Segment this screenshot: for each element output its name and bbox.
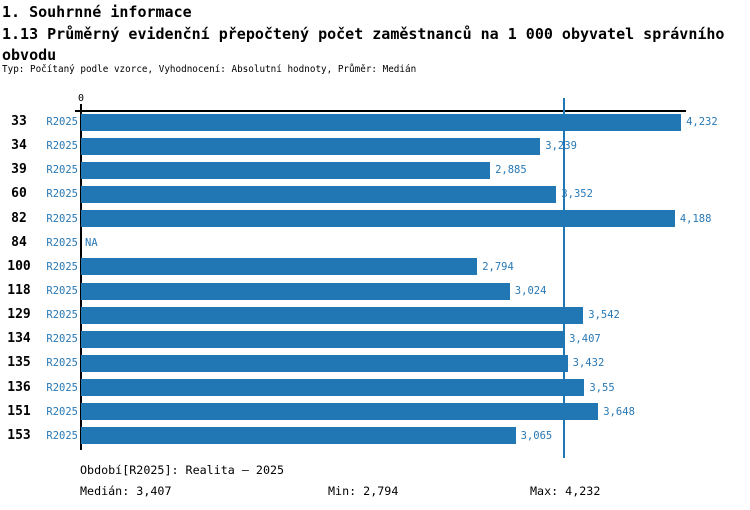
bar-value-label: 4,232 <box>686 116 718 128</box>
chart-row: 34 R2025 3,239 <box>0 134 750 158</box>
row-series-label: R2025 <box>46 309 78 322</box>
period-label: Období[R2025]: Realita – 2025 <box>80 463 285 477</box>
bar-value-label: 3,432 <box>572 357 605 370</box>
bar <box>81 306 584 324</box>
min-stat-label: Min: 2,794 <box>328 484 399 498</box>
chart-row: 134 R2025 3,407 <box>0 327 750 351</box>
bar <box>81 330 565 348</box>
median-stat-label: Medián: 3,407 <box>80 484 172 498</box>
row-series-label: R2025 <box>46 405 78 418</box>
row-category-label: 39 <box>11 162 27 178</box>
row-series-label: R2025 <box>46 429 78 442</box>
bar-value-label: 3,239 <box>545 140 577 153</box>
max-stat-label: Max: 4,232 <box>530 484 601 498</box>
section-title: 1. Souhrnné informace <box>2 3 192 21</box>
row-series-label: R2025 <box>46 140 78 153</box>
bar <box>81 379 585 397</box>
chart-row: 129 R2025 3,542 <box>0 303 750 327</box>
bar <box>81 282 510 300</box>
bar <box>81 161 491 179</box>
bar <box>81 210 675 228</box>
row-category-label: 134 <box>7 331 31 347</box>
bar-value-label: 3,542 <box>588 309 620 322</box>
row-category-label: 60 <box>11 186 27 202</box>
bar-value-label: 3,352 <box>561 188 593 201</box>
row-series-label: R2025 <box>46 285 78 297</box>
median-reference-line <box>563 98 566 458</box>
row-series-label: R2025 <box>46 260 78 273</box>
row-series-label: R2025 <box>46 116 78 128</box>
row-category-label: 82 <box>11 210 27 226</box>
axis-zero-tick-label: 0 <box>77 93 85 104</box>
row-series-label: R2025 <box>46 188 78 201</box>
bar <box>81 403 599 421</box>
bar-value-label: 3,407 <box>569 333 601 346</box>
chart-row: 82 R2025 4,188 <box>0 207 750 231</box>
row-category-label: 135 <box>7 355 31 371</box>
row-series-label: R2025 <box>46 212 78 225</box>
row-category-label: 153 <box>7 427 31 443</box>
chart-row: 153 R2025 3,065 <box>0 424 750 448</box>
bar <box>81 258 478 276</box>
row-category-label: 118 <box>7 283 31 298</box>
row-category-label: 151 <box>7 403 31 419</box>
row-na-label: NA <box>85 236 98 249</box>
chart-row: 135 R2025 3,432 <box>0 351 750 375</box>
bar <box>81 427 516 445</box>
bar-value-label: 3,065 <box>520 429 553 442</box>
chart-rows: 33 R2025 4,232 34 R2025 3,239 39 R2025 2,885 60 R2… <box>0 110 750 448</box>
row-series-label: R2025 <box>46 357 78 370</box>
row-category-label: 33 <box>11 114 27 129</box>
row-series-label: R2025 <box>46 164 78 177</box>
chart-row: 60 R2025 3,352 <box>0 182 750 206</box>
row-series-label: R2025 <box>46 236 78 249</box>
chart-row: 33 R2025 4,232 <box>0 110 750 134</box>
row-category-label: 129 <box>7 307 31 323</box>
chart-row: 39 R2025 2,885 <box>0 158 750 182</box>
x-axis-line <box>75 110 686 112</box>
row-category-label: 136 <box>7 379 31 395</box>
chart-row: 84 R2025 NA <box>0 231 750 255</box>
chart-row: 151 R2025 3,648 <box>0 400 750 424</box>
row-category-label: 34 <box>11 138 27 154</box>
bar <box>81 185 557 203</box>
bar <box>81 354 568 372</box>
bar-value-label: 2,794 <box>482 260 514 273</box>
row-series-label: R2025 <box>46 333 78 346</box>
indicator-title: 1.13 Průměrný evidenční přepočtený počet… <box>2 25 725 64</box>
chart-row: 100 R2025 2,794 <box>0 255 750 279</box>
chart-row: 136 R2025 3,55 <box>0 376 750 400</box>
bar-value-label: 3,024 <box>514 285 547 297</box>
bar-value-label: 3,648 <box>603 405 635 418</box>
bar <box>81 137 541 155</box>
bar-value-label: 3,55 <box>589 381 615 394</box>
y-axis-line <box>80 104 82 450</box>
bar-value-label: 4,188 <box>679 212 712 225</box>
row-series-label: R2025 <box>46 381 78 394</box>
bar-value-label: 2,885 <box>495 164 527 177</box>
chart-meta-line: Typ: Počítaný podle vzorce, Vyhodnocení:… <box>2 64 417 75</box>
bar <box>81 113 682 131</box>
row-category-label: 84 <box>11 234 27 250</box>
chart-row: 118 R2025 3,024 <box>0 279 750 303</box>
row-category-label: 100 <box>7 258 31 274</box>
